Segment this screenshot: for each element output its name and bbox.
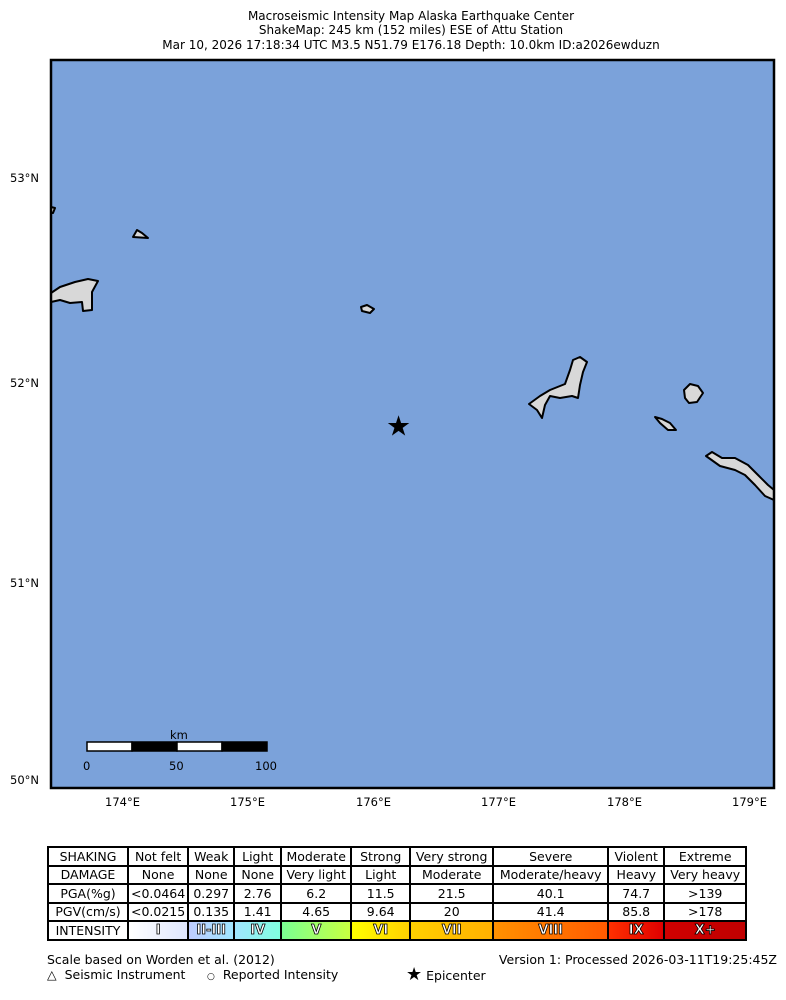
island xyxy=(360,304,375,314)
island xyxy=(50,278,99,312)
legend-row: DAMAGE None None None Very light Light Moderat… xyxy=(47,864,748,885)
intensity-cell: VII xyxy=(409,920,495,941)
intensity-cell: VIII xyxy=(492,920,610,941)
epicenter-star-icon: ★ xyxy=(386,409,411,442)
intensity-legend-table: SHAKING Not felt Weak Light Moderate Strong Ve… xyxy=(47,846,748,941)
scale-label: 100 xyxy=(255,759,277,773)
legend-cell: 2.76 xyxy=(233,883,283,904)
map-subtitle: ShakeMap: 245 km (152 miles) ESE of Attu… xyxy=(258,23,564,37)
instrument-label: Seismic Instrument xyxy=(64,967,186,982)
legend-cell: <0.0215 xyxy=(126,901,190,922)
map-title: Macroseismic Intensity Map Alaska Earthq… xyxy=(247,9,575,23)
scale-note: Scale based on Worden et al. (2012) xyxy=(47,952,275,967)
lat-label: 52°N xyxy=(10,376,39,390)
legend-cell: None xyxy=(233,864,283,885)
legend-cell: 21.5 xyxy=(409,883,495,904)
island xyxy=(654,416,677,431)
legend-cell: >139 xyxy=(663,883,748,904)
legend-cell: None xyxy=(126,864,190,885)
legend-cell: Extreme xyxy=(663,846,748,867)
island xyxy=(528,356,588,419)
instrument-legend: △ Seismic Instrument xyxy=(47,967,185,982)
row-header: INTENSITY xyxy=(47,920,129,941)
legend-cell: 85.8 xyxy=(607,901,666,922)
scale-bar xyxy=(86,741,268,752)
lon-label: 178°E xyxy=(607,795,642,809)
event-info: Mar 10, 2026 17:18:34 UTC M3.5 N51.79 E1… xyxy=(162,38,660,52)
row-header: SHAKING xyxy=(47,846,129,867)
legend-cell: 0.297 xyxy=(187,883,236,904)
lon-label: 175°E xyxy=(230,795,265,809)
island xyxy=(683,383,704,404)
scale-label: 0 xyxy=(83,759,91,773)
legend-cell: Weak xyxy=(187,846,236,867)
reported-label: Reported Intensity xyxy=(222,967,339,982)
legend-row: SHAKING Not felt Weak Light Moderate Strong Ve… xyxy=(47,846,748,867)
legend-cell: 41.4 xyxy=(492,901,610,922)
star-icon: ★ xyxy=(406,964,423,985)
row-header: PGV(cm/s) xyxy=(47,901,129,922)
legend-cell: Moderate xyxy=(409,864,495,885)
legend-cell: Very strong xyxy=(409,846,495,867)
epicenter-label: Epicenter xyxy=(426,968,486,983)
legend-cell: <0.0464 xyxy=(126,883,190,904)
legend-cell: 40.1 xyxy=(492,883,610,904)
intensity-row: INTENSITY I II-III IV V VI VII VIII IX X+ xyxy=(47,920,748,941)
row-header: PGA(%g) xyxy=(47,883,129,904)
lon-label: 179°E xyxy=(732,795,767,809)
legend-cell: 0.135 xyxy=(187,901,236,922)
ocean xyxy=(51,60,774,788)
legend-cell: 1.41 xyxy=(233,901,283,922)
intensity-cell: IV xyxy=(233,920,283,941)
legend-cell: 74.7 xyxy=(607,883,666,904)
legend-cell: 9.64 xyxy=(350,901,412,922)
legend-cell: 6.2 xyxy=(280,883,353,904)
legend-cell: Light xyxy=(233,846,283,867)
legend-cell: None xyxy=(187,864,236,885)
lon-label: 177°E xyxy=(481,795,516,809)
legend-cell: Light xyxy=(350,864,412,885)
intensity-cell: I xyxy=(126,920,190,941)
intensity-cell: X+ xyxy=(663,920,748,941)
legend-cell: Moderate/heavy xyxy=(492,864,610,885)
legend-cell: 20 xyxy=(409,901,495,922)
intensity-cell: V xyxy=(280,920,353,941)
lat-label: 53°N xyxy=(10,171,39,185)
legend-cell: Severe xyxy=(492,846,610,867)
island xyxy=(132,229,149,239)
legend-row: PGA(%g) <0.0464 0.297 2.76 6.2 11.5 21.5 40.1 74… xyxy=(47,883,748,904)
legend-cell: Very light xyxy=(280,864,353,885)
legend-cell: >178 xyxy=(663,901,748,922)
map-frame xyxy=(49,58,776,790)
legend-cell: 4.65 xyxy=(280,901,353,922)
epicenter-legend: ★ Epicenter xyxy=(406,964,486,985)
lon-label: 176°E xyxy=(356,795,391,809)
lat-label: 51°N xyxy=(10,576,39,590)
legend-cell: Violent xyxy=(607,846,666,867)
triangle-icon: △ xyxy=(47,967,57,982)
legend-cell: Strong xyxy=(350,846,412,867)
intensity-cell: II-III xyxy=(187,920,236,941)
lat-label: 50°N xyxy=(10,773,39,787)
circle-icon: ○ xyxy=(207,972,215,982)
scale-label: 50 xyxy=(169,759,184,773)
intensity-cell: IX xyxy=(607,920,666,941)
row-header: DAMAGE xyxy=(47,864,129,885)
legend-cell: 11.5 xyxy=(350,883,412,904)
legend-cell: Heavy xyxy=(607,864,666,885)
intensity-cell: VI xyxy=(350,920,412,941)
legend-row: PGV(cm/s) <0.0215 0.135 1.41 4.65 9.64 20 41.4 8… xyxy=(47,901,748,922)
legend-cell: Very heavy xyxy=(663,864,748,885)
reported-legend: ○ Reported Intensity xyxy=(207,967,338,982)
version-info: Version 1: Processed 2026-03-11T19:25:45… xyxy=(498,952,777,967)
lon-label: 174°E xyxy=(105,795,140,809)
legend-cell: Moderate xyxy=(280,846,353,867)
scale-unit: km xyxy=(170,728,188,742)
legend-cell: Not felt xyxy=(126,846,190,867)
